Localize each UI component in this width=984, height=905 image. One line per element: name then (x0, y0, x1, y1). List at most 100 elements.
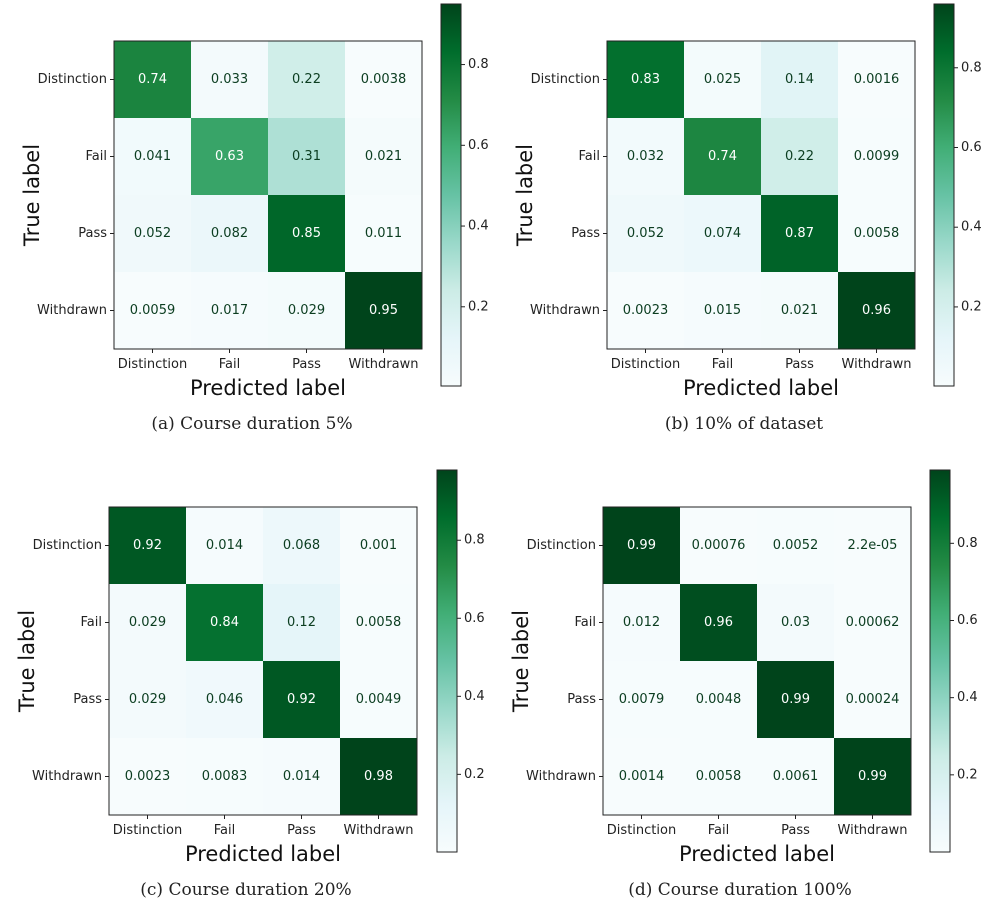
heatmap-cell (114, 272, 191, 349)
x-tick-label: Distinction (118, 357, 187, 372)
heatmap-cell (186, 738, 263, 815)
cell-value-label: 0.011 (365, 226, 402, 241)
y-tick-label: Withdrawn (32, 769, 102, 784)
cell-value-label: 0.0079 (619, 692, 665, 707)
x-axis-title: Predicted label (679, 842, 835, 866)
caption-a: (a) Course duration 5% (151, 414, 353, 434)
colorbar (436, 469, 458, 853)
y-axis-title: True label (20, 144, 44, 247)
heatmap-cell (757, 738, 834, 815)
cell-value-label: 0.00024 (846, 692, 900, 707)
x-tick-label: Distinction (607, 823, 676, 838)
heatmap-cell (684, 195, 761, 272)
cell-value-label: 0.14 (785, 72, 814, 87)
heatmap-cell (109, 661, 186, 738)
cell-value-label: 0.041 (134, 149, 171, 164)
cell-value-label: 0.98 (364, 769, 393, 784)
x-axis-title: Predicted label (190, 376, 346, 400)
heatmap-cell (834, 738, 911, 815)
matrix-frame (108, 506, 418, 816)
cell-value-label: 0.029 (129, 615, 166, 630)
cell-value-label: 0.046 (206, 692, 243, 707)
heatmap-cell (340, 738, 417, 815)
cell-value-label: 0.00076 (692, 538, 746, 553)
cell-value-label: 0.85 (292, 226, 321, 241)
cell-value-label: 0.0061 (773, 769, 819, 784)
heatmap-cell (109, 738, 186, 815)
cell-value-label: 0.0014 (619, 769, 665, 784)
heatmap-cell (757, 507, 834, 584)
colorbar-tick-label: 0.8 (957, 536, 978, 551)
heatmap-cell (603, 507, 680, 584)
cell-value-label: 0.029 (288, 303, 325, 318)
y-axis-title: True label (513, 144, 537, 247)
colorbar-tick-label: 0.8 (468, 57, 489, 72)
colorbar-tick-label: 0.6 (464, 611, 485, 626)
cell-value-label: 0.22 (292, 72, 321, 87)
x-tick-label: Fail (712, 357, 733, 372)
x-tick-label: Distinction (113, 823, 182, 838)
x-axis-title: Predicted label (683, 376, 839, 400)
heatmap-cell (761, 272, 838, 349)
x-tick-label: Withdrawn (349, 357, 419, 372)
matrix-frame (113, 40, 423, 350)
y-tick-label: Pass (78, 226, 107, 241)
cell-value-label: 0.074 (704, 226, 741, 241)
cell-value-label: 0.95 (369, 303, 398, 318)
y-tick-label: Withdrawn (37, 303, 107, 318)
y-tick-label: Withdrawn (526, 769, 596, 784)
colorbar-tick-label: 0.2 (468, 299, 489, 314)
colorbar-tick-label: 0.2 (464, 767, 485, 782)
colorbar-tick-label: 0.2 (961, 299, 982, 314)
colorbar-tick-label: 0.6 (468, 138, 489, 153)
cell-value-label: 0.052 (134, 226, 171, 241)
heatmap-cell (191, 118, 268, 195)
cell-value-label: 0.012 (623, 615, 660, 630)
heatmap-cell (607, 118, 684, 195)
colorbar (929, 469, 951, 853)
heatmap-cell (268, 272, 345, 349)
caption-c: (c) Course duration 20% (140, 880, 352, 900)
heatmap-cell (684, 272, 761, 349)
cell-value-label: 0.92 (287, 692, 316, 707)
cell-value-label: 0.96 (862, 303, 891, 318)
y-axis-title: True label (15, 610, 39, 713)
x-tick-label: Withdrawn (838, 823, 908, 838)
heatmap-cell (114, 118, 191, 195)
y-tick-label: Fail (86, 149, 107, 164)
y-tick-label: Distinction (527, 538, 596, 553)
caption-d: (d) Course duration 100% (628, 880, 852, 900)
heatmap-cell (838, 118, 915, 195)
cell-value-label: 0.0058 (696, 769, 742, 784)
heatmap-cell (684, 118, 761, 195)
x-tick-label: Pass (785, 357, 814, 372)
heatmap-cell (684, 41, 761, 118)
y-tick-label: Fail (81, 615, 102, 630)
cell-value-label: 0.014 (283, 769, 320, 784)
x-tick-label: Withdrawn (842, 357, 912, 372)
heatmap-cell (680, 584, 757, 661)
heatmap-cell (345, 272, 422, 349)
cell-value-label: 0.92 (133, 538, 162, 553)
x-tick-label: Pass (781, 823, 810, 838)
cell-value-label: 0.87 (785, 226, 814, 241)
heatmap-cell (834, 584, 911, 661)
colorbar-tick-label: 0.6 (961, 140, 982, 155)
cell-value-label: 0.22 (785, 149, 814, 164)
y-tick-label: Distinction (531, 72, 600, 87)
cell-value-label: 0.31 (292, 149, 321, 164)
matrix-frame (606, 40, 916, 350)
heatmap-cell (268, 195, 345, 272)
heatmap-cell (263, 507, 340, 584)
cell-value-label: 0.0059 (130, 303, 176, 318)
cell-value-label: 0.025 (704, 72, 741, 87)
heatmap-cell (268, 41, 345, 118)
colorbar-tick-label: 0.8 (464, 533, 485, 548)
heatmap-cell (680, 661, 757, 738)
cell-value-label: 0.0049 (356, 692, 402, 707)
y-tick-label: Distinction (33, 538, 102, 553)
heatmap-cell (757, 661, 834, 738)
colorbar (440, 3, 462, 387)
cell-value-label: 0.74 (708, 149, 737, 164)
